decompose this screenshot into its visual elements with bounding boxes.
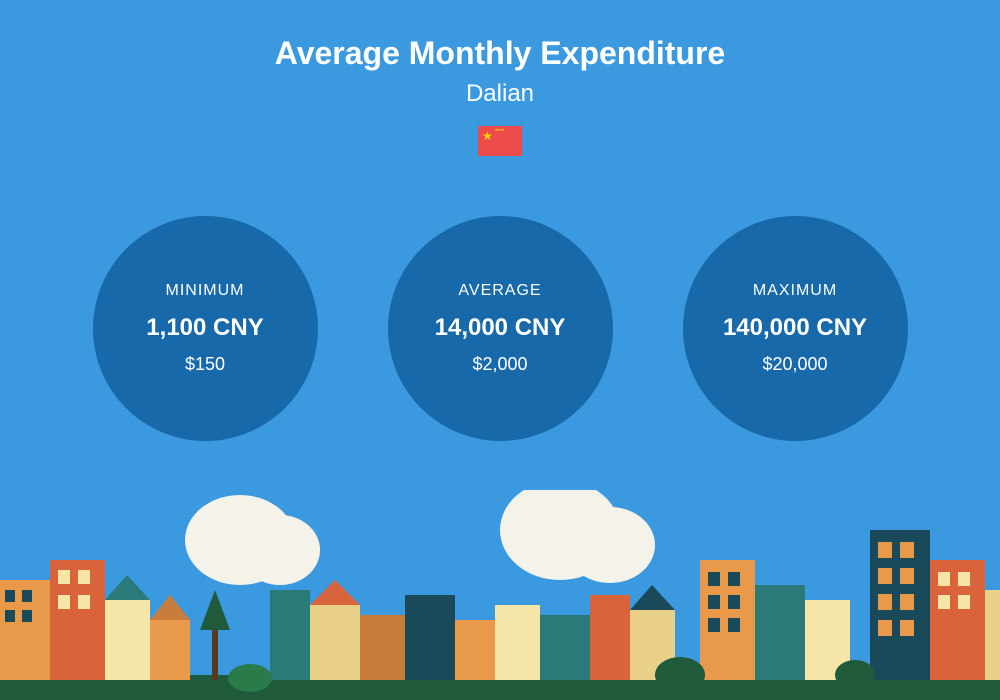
- stats-row: MINIMUM 1,100 CNY $150 AVERAGE 14,000 CN…: [0, 216, 1000, 441]
- average-value: 14,000 CNY: [435, 314, 566, 342]
- cityscape-illustration: [0, 490, 1000, 700]
- maximum-stat: MAXIMUM 140,000 CNY $20,000: [683, 216, 908, 441]
- maximum-usd: $20,000: [762, 354, 827, 375]
- maximum-value: 140,000 CNY: [723, 314, 867, 342]
- minimum-stat: MINIMUM 1,100 CNY $150: [93, 216, 318, 441]
- minimum-usd: $150: [185, 354, 225, 375]
- minimum-value: 1,100 CNY: [146, 314, 263, 342]
- header: Average Monthly Expenditure Dalian: [0, 0, 1000, 161]
- average-stat: AVERAGE 14,000 CNY $2,000: [388, 216, 613, 441]
- average-usd: $2,000: [472, 354, 527, 375]
- average-label: AVERAGE: [458, 282, 541, 300]
- maximum-label: MAXIMUM: [753, 282, 837, 300]
- minimum-label: MINIMUM: [166, 282, 245, 300]
- city-name: Dalian: [0, 80, 1000, 108]
- page-title: Average Monthly Expenditure: [0, 35, 1000, 72]
- china-flag-icon: [478, 126, 522, 156]
